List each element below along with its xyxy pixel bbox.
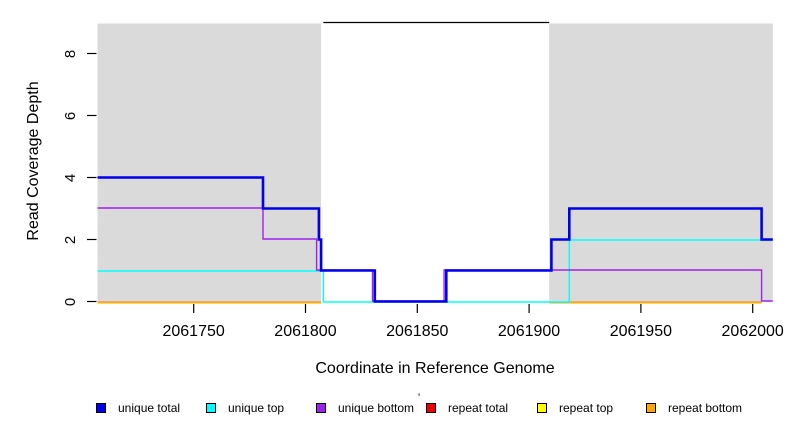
x-tick-label: 2062000 [721, 323, 784, 340]
x-tick-label: 2061950 [609, 323, 672, 340]
series-unique-total [97, 176, 773, 303]
legend-stray-mark: ' [418, 392, 421, 404]
legend-label-unique-total: unique total [118, 401, 181, 415]
legend-swatch-repeat-total [426, 403, 436, 413]
legend-swatch-unique-top [206, 403, 216, 413]
y-tick-label: 6 [61, 111, 79, 120]
y-tick-label: 4 [61, 173, 79, 182]
y-tick-label: 0 [61, 297, 79, 306]
x-tick-label: 2061750 [162, 323, 225, 340]
legend-label-unique-top: unique top [228, 401, 285, 415]
repeat-region-shading [97, 23, 322, 302]
legend-swatch-repeat-top [537, 403, 547, 413]
legend-label-unique-bottom: unique bottom [338, 401, 415, 415]
x-tick-label: 2061900 [497, 323, 561, 340]
legend-swatch-repeat-bottom [646, 403, 656, 413]
x-tick-label: 2061800 [274, 323, 337, 340]
repeat-region-shading [549, 23, 773, 302]
y-tick-label: 2 [61, 235, 79, 244]
legend-swatch-unique-bottom [316, 403, 326, 413]
legend-label-repeat-top: repeat top [559, 401, 614, 415]
legend-label-repeat-bottom: repeat bottom [668, 401, 743, 415]
legend-label-repeat-total: repeat total [448, 401, 509, 415]
y-tick-label: 8 [61, 49, 79, 58]
y-axis-label: Read Coverage Depth [25, 81, 42, 241]
x-axis-label: Coordinate in Reference Genome [315, 360, 555, 377]
legend-swatch-unique-total [96, 403, 106, 413]
x-tick-label: 2061850 [386, 323, 449, 340]
series-unique-bottom [97, 207, 773, 302]
